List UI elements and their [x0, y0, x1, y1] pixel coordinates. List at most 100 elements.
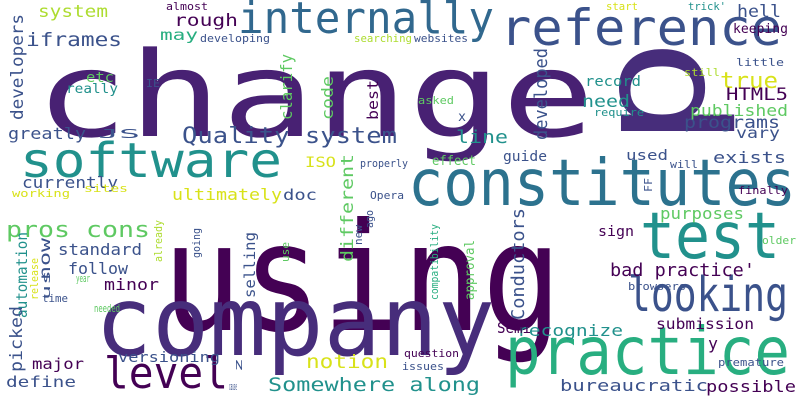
word: Quality system [182, 124, 397, 149]
word: year [76, 272, 90, 285]
word: premature [718, 356, 784, 369]
word: different [338, 154, 358, 262]
word: used [626, 148, 668, 164]
word: p [565, 38, 739, 148]
word: ago [363, 210, 376, 228]
word: Opera [370, 189, 404, 202]
word: needed [94, 302, 120, 315]
word: IE [146, 77, 160, 90]
word: sites [84, 182, 128, 195]
word: code [318, 76, 337, 120]
word: rough [174, 11, 238, 31]
word: minor [104, 275, 159, 294]
word: practice [505, 313, 790, 390]
word: major [32, 355, 84, 373]
word: company [95, 266, 495, 378]
word: really [66, 82, 118, 97]
word: change [35, 26, 595, 164]
word: level [104, 348, 228, 399]
word: new [352, 225, 365, 245]
word: already [152, 220, 165, 262]
word: software [20, 133, 282, 189]
word: exists [713, 148, 786, 167]
word: doc [283, 186, 317, 204]
word: purposes [660, 204, 744, 223]
word: submission [656, 315, 754, 333]
word: programs [684, 113, 780, 133]
word: Conductors [508, 208, 529, 320]
word: asked [418, 94, 454, 107]
word: working [12, 187, 70, 200]
word: pros cons [6, 218, 150, 243]
word: looking [628, 267, 788, 323]
word: line [456, 127, 508, 148]
word: searching [354, 32, 412, 45]
word: x [458, 110, 466, 125]
word: bad practice' [610, 260, 755, 281]
word: FF [642, 178, 655, 192]
word: question [404, 347, 459, 360]
word: notion [306, 351, 388, 373]
word: z [232, 358, 245, 372]
word: ISO [305, 155, 336, 171]
word: test [640, 200, 780, 274]
word: iframes [26, 29, 122, 51]
word: cause [229, 380, 237, 393]
word: browsers [628, 280, 686, 293]
word: time [42, 292, 68, 305]
word: published [690, 101, 788, 120]
word: internally [238, 0, 494, 44]
word: Somewhere along [268, 374, 480, 396]
word: y [708, 334, 718, 353]
word: going [190, 228, 203, 258]
word: greatly [8, 124, 86, 143]
word: developers [8, 14, 28, 120]
word: standard [58, 240, 142, 259]
word: keeping [733, 22, 788, 37]
word: release [28, 258, 41, 300]
word: recognize [517, 321, 623, 340]
word: developing [200, 32, 270, 45]
word: still [684, 66, 720, 79]
word: picked [7, 306, 27, 372]
word: sign [598, 224, 634, 240]
word: automation [13, 232, 31, 318]
word: reference [500, 0, 782, 57]
word: hell [737, 2, 781, 22]
word: Semi [497, 319, 531, 337]
word: using [162, 192, 562, 366]
word: trick' [688, 0, 726, 13]
word: ultimately [172, 185, 282, 204]
word: issues [402, 360, 444, 373]
word: require [594, 106, 644, 119]
word: clarify [277, 54, 296, 120]
word: selling [241, 232, 259, 298]
word: start [606, 0, 638, 13]
word: approval [463, 240, 478, 300]
word: developed [531, 48, 552, 140]
word: currently [22, 173, 118, 192]
word: follow [68, 259, 128, 278]
word: finally [738, 184, 788, 197]
word: versioning [118, 350, 220, 366]
word: possible [706, 377, 796, 396]
word: system [38, 2, 108, 22]
word: effect [432, 154, 476, 169]
word: websites [414, 32, 468, 45]
word: best [364, 80, 382, 120]
word: constitutes [408, 147, 796, 221]
word: true [720, 69, 778, 94]
word: may [160, 26, 198, 44]
word: define [6, 373, 76, 391]
word: HTML5 [726, 85, 788, 105]
word: now [36, 236, 54, 280]
word: properly [360, 157, 408, 170]
word: record [585, 74, 641, 90]
word: use [279, 242, 292, 262]
word: bureaucratic [560, 376, 708, 395]
word: etc [86, 70, 114, 86]
word: vary [736, 124, 780, 142]
word: JS [98, 127, 140, 141]
